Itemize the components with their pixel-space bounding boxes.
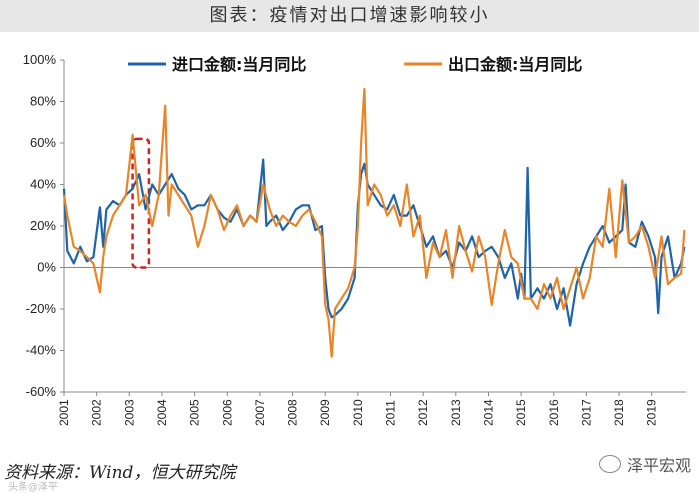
highlight-rect xyxy=(131,137,151,269)
legend-label: 出口金额:当月同比 xyxy=(448,55,582,74)
series-lines xyxy=(62,87,686,358)
x-tick-label: 2004 xyxy=(155,399,169,426)
x-tick-label: 2015 xyxy=(514,399,528,426)
x-tick-label: 2001 xyxy=(57,399,71,426)
x-tick-label: 2010 xyxy=(351,399,365,426)
y-tick-label: 100% xyxy=(23,52,57,67)
x-tick-label: 2018 xyxy=(612,399,626,426)
y-tick-label: -40% xyxy=(26,343,57,358)
source-note: 资料来源：Wind，恒大研究院 xyxy=(4,463,236,483)
legend-label: 进口金额:当月同比 xyxy=(172,55,306,74)
x-tick-label: 2008 xyxy=(286,399,300,426)
x-tick-label: 2009 xyxy=(318,399,332,426)
y-tick-label: 0% xyxy=(37,260,56,275)
x-tick-label: 2003 xyxy=(122,399,136,426)
y-tick-label: -60% xyxy=(26,384,57,399)
legend: 进口金额:当月同比 出口金额:当月同比 xyxy=(128,55,582,74)
highlight-box xyxy=(131,137,151,269)
y-tick-label: 40% xyxy=(30,177,56,192)
x-tick-label: 2013 xyxy=(449,399,463,426)
x-tick-label: 2016 xyxy=(547,399,561,426)
wechat-icon xyxy=(598,455,621,473)
y-tick-label: 20% xyxy=(30,218,56,233)
x-tick-label: 2011 xyxy=(384,400,398,426)
x-tick-label: 2019 xyxy=(645,399,659,426)
x-tick-label: 2006 xyxy=(220,399,234,426)
x-tick-label: 2007 xyxy=(253,399,267,426)
y-axis: -60% -40% -20% 0% 20% 40% 60% 80% 100% xyxy=(23,52,65,399)
watermark-text: 泽平宏观 xyxy=(626,456,691,475)
y-tick-label: 60% xyxy=(30,135,56,150)
x-tick-label: 2005 xyxy=(188,399,202,426)
watermark: 泽平宏观 xyxy=(598,452,691,476)
export-series-line xyxy=(62,87,686,358)
watermark-small: 头条@泽平 xyxy=(8,482,58,493)
x-tick-label: 2014 xyxy=(481,399,495,426)
y-tick-label: 80% xyxy=(30,94,56,109)
x-tick-label: 2017 xyxy=(579,399,593,426)
chart: -60%-40%-20%0%20%40%60%80%100% 2001 2002 2… xyxy=(23,52,686,426)
x-tick-label: 2012 xyxy=(416,399,430,426)
x-tick-label: 2002 xyxy=(90,399,104,426)
y-tick-label: -20% xyxy=(26,301,57,316)
x-axis: 2001 2002 2003 2004 2005 2006 2007 2008 2009 2010… xyxy=(57,391,686,426)
page-title: 图表：疫情对出口增速影响较小 xyxy=(0,0,699,32)
